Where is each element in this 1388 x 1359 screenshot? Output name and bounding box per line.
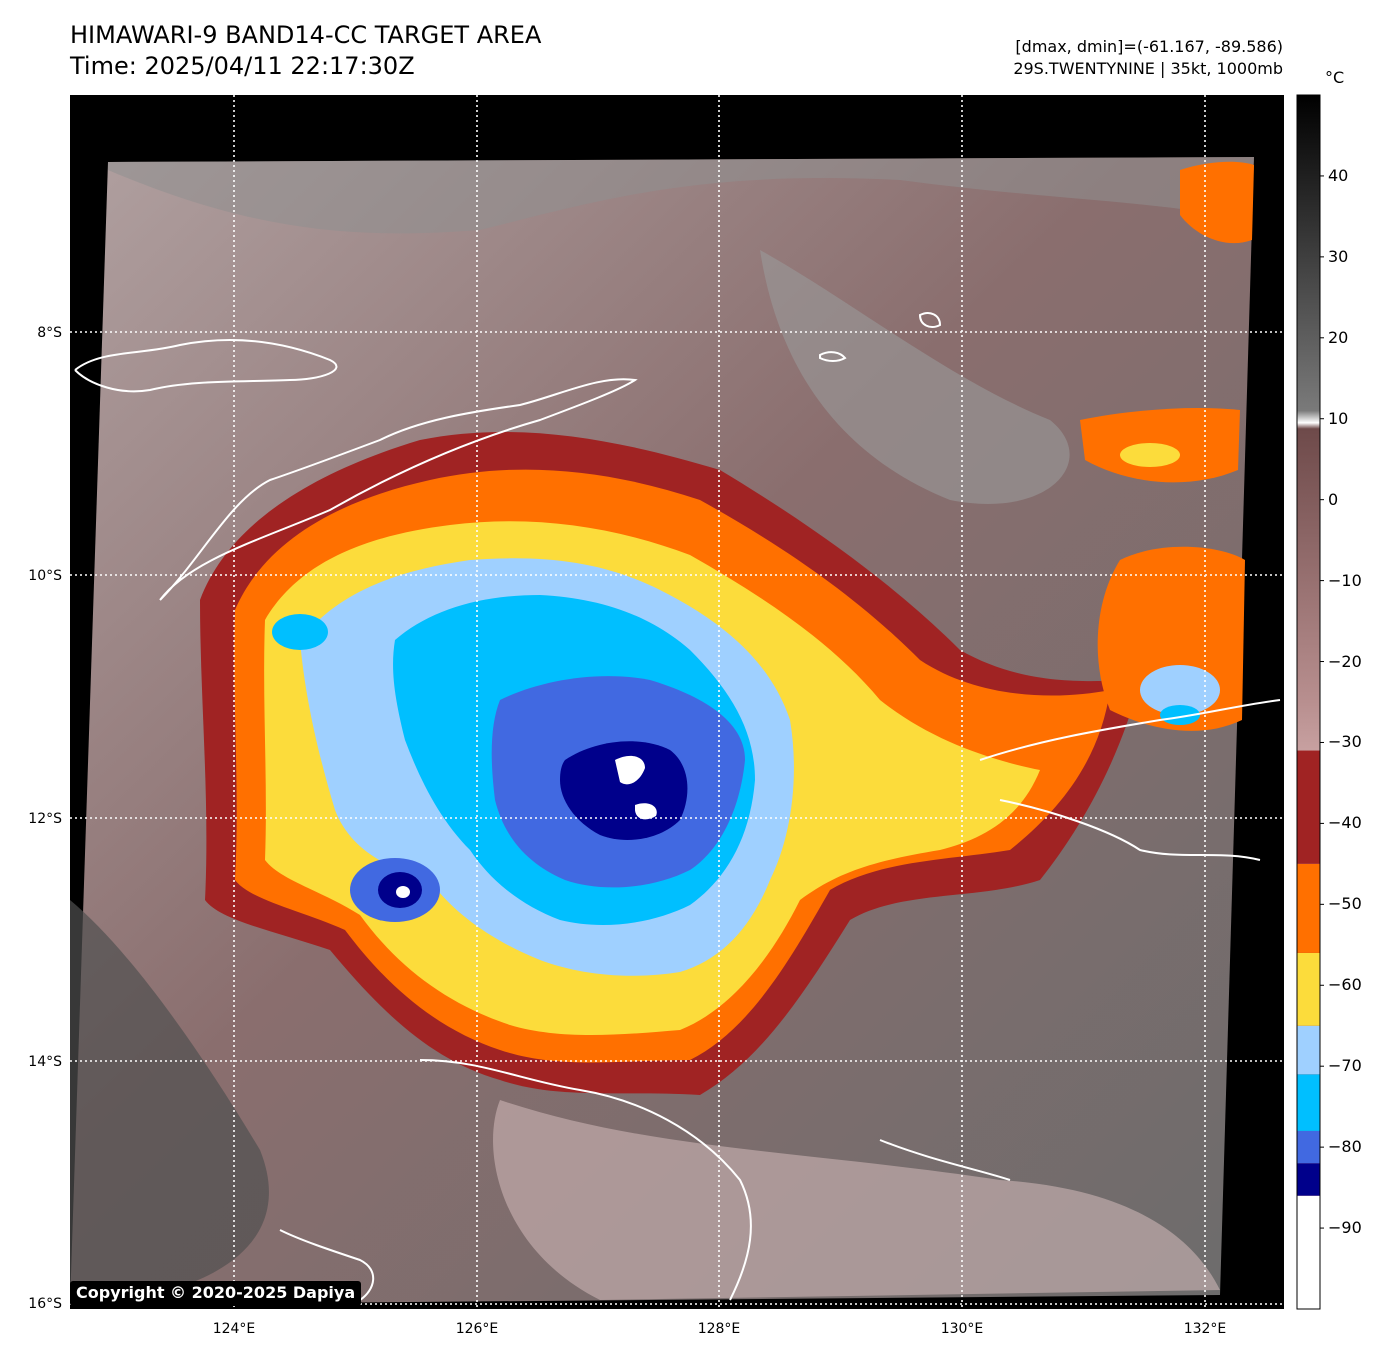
colorbar <box>1296 94 1324 1310</box>
colorbar-tick-label: 0 <box>1328 489 1339 509</box>
band-minus-90 <box>615 755 657 820</box>
lon-label: 124°E <box>213 1321 256 1337</box>
gridlines <box>70 95 1284 1309</box>
dmax-dmin-info: [dmax, dmin]=(-61.167, -89.586) <box>1015 37 1283 56</box>
colorbar-tick-label: −20 <box>1328 651 1362 671</box>
colorbar-tick-label: −30 <box>1328 732 1362 752</box>
lat-label: 16°S <box>28 1296 62 1312</box>
colorbar-band <box>1297 750 1320 864</box>
lat-label: 12°S <box>28 811 62 827</box>
colorbar-tick-label: −50 <box>1328 894 1362 914</box>
cell-sw-peak <box>396 886 410 898</box>
gray-cloud-bottom-left <box>70 900 269 1305</box>
colorbar-tick-label: 10 <box>1328 408 1349 428</box>
lat-label: 8°S <box>37 325 62 341</box>
lon-label: 128°E <box>698 1321 741 1337</box>
colorbar-band <box>1297 863 1320 953</box>
colorbar-tick-label: 30 <box>1328 246 1349 266</box>
colorbar-unit: °C <box>1325 68 1345 87</box>
cell-west-cyan <box>272 614 328 650</box>
lat-label: 10°S <box>28 568 62 584</box>
colorbar-tick-label: −90 <box>1328 1218 1362 1238</box>
colorbar-tick-label: −60 <box>1328 975 1362 995</box>
gray-cloud-top <box>108 157 1254 234</box>
east-cluster-colder <box>1160 705 1200 725</box>
colorbar-tick-label: −80 <box>1328 1137 1362 1157</box>
timestamp-title: Time: 2025/04/11 22:17:30Z <box>70 52 415 80</box>
colorbar-band <box>1297 1130 1320 1164</box>
colorbar-tick-label: −70 <box>1328 1056 1362 1076</box>
colorbar-band <box>1297 952 1320 1026</box>
colorbar-band <box>1297 1163 1320 1196</box>
coastlines <box>74 312 1281 1301</box>
colorbar-tick-label: 40 <box>1328 165 1349 185</box>
colorbar-frame <box>1296 94 1321 1310</box>
storm-info: 29S.TWENTYNINE | 35kt, 1000mb <box>1013 59 1283 78</box>
colorbar-band <box>1297 1074 1320 1131</box>
colorbar-tick-label: −10 <box>1328 570 1362 590</box>
east-cluster-cold <box>1140 665 1220 715</box>
copyright-badge: Copyright © 2020-2025 Dapiya <box>70 1281 362 1306</box>
colorbar-band <box>1297 1025 1320 1075</box>
lat-label: 14°S <box>28 1054 62 1070</box>
top-right-cluster <box>1180 161 1254 244</box>
ne-cluster-yellow <box>1120 443 1180 467</box>
colorbar-tick-label: −40 <box>1328 813 1362 833</box>
chart-title: HIMAWARI-9 BAND14-CC TARGET AREA <box>70 21 542 49</box>
lon-label: 126°E <box>456 1321 499 1337</box>
colorbar-band <box>1297 1195 1320 1309</box>
lon-label: 130°E <box>941 1321 984 1337</box>
pale-cloud-bottom <box>493 1100 1220 1300</box>
colorbar-tick-label: 20 <box>1328 327 1349 347</box>
lon-label: 132°E <box>1184 1321 1227 1337</box>
gray-cloud-right <box>760 250 1070 504</box>
